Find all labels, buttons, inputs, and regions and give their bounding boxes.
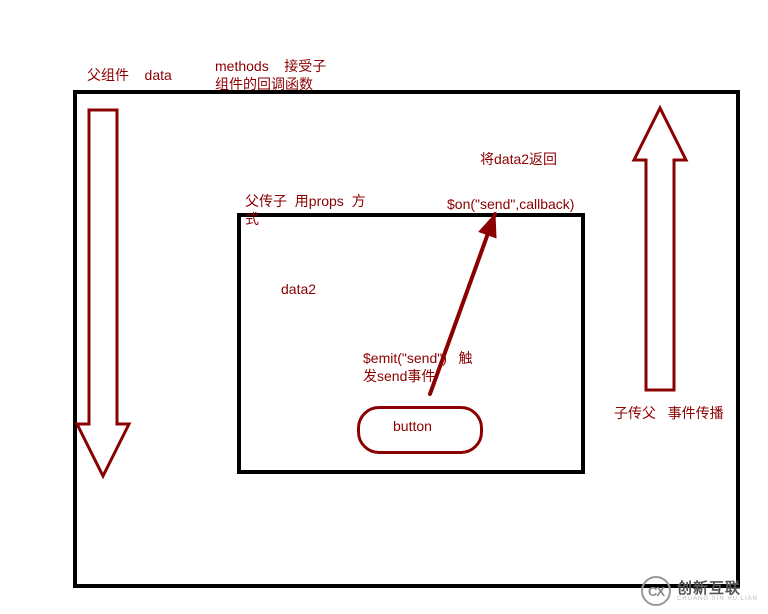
- label-button: button: [393, 417, 432, 435]
- label-data2-return: 将data2返回: [480, 150, 557, 168]
- logo-text: 创新互联 CHUANG XIN HU LIAN: [677, 581, 758, 602]
- label-data2: data2: [281, 280, 316, 298]
- label-on-send: $on("send",callback): [447, 195, 574, 213]
- label-props: 父传子 用props 方 式: [245, 192, 366, 228]
- logo-en: CHUANG XIN HU LIAN: [677, 596, 758, 602]
- label-child-to-parent: 子传父 事件传播: [614, 404, 724, 422]
- diagram-canvas: 父组件 data methods 接受子 组件的回调函数 父传子 用props …: [0, 0, 768, 614]
- logo-cn: 创新互联: [677, 581, 758, 596]
- label-parent-data: 父组件 data: [87, 66, 172, 84]
- label-emit-send: $emit("send") 触 发send事件: [363, 349, 473, 385]
- watermark-logo: CX 创新互联 CHUANG XIN HU LIAN: [641, 576, 758, 606]
- label-methods: methods 接受子 组件的回调函数: [215, 57, 326, 93]
- logo-mark: CX: [641, 576, 671, 606]
